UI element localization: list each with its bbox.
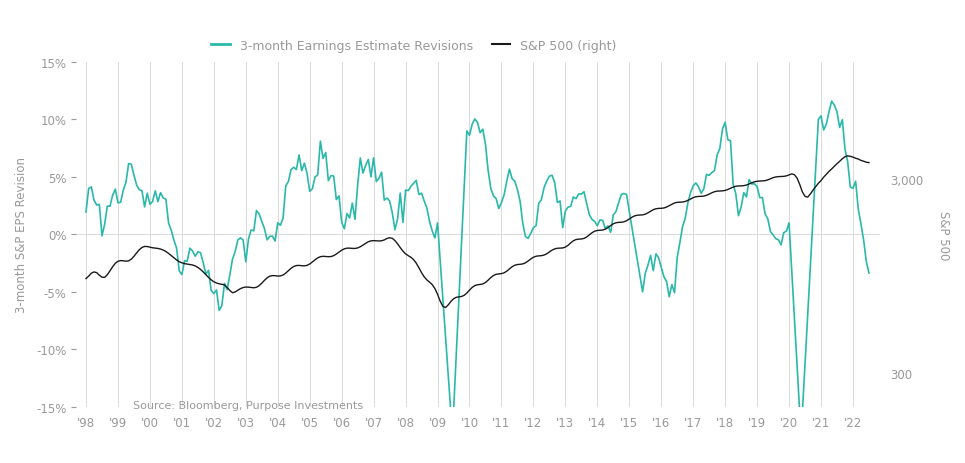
Y-axis label: 3-month S&P EPS Revision: 3-month S&P EPS Revision xyxy=(15,157,28,313)
Text: Source: Bloomberg, Purpose Investments: Source: Bloomberg, Purpose Investments xyxy=(133,400,363,410)
Y-axis label: S&P 500: S&P 500 xyxy=(937,210,950,259)
Legend: 3-month Earnings Estimate Revisions, S&P 500 (right): 3-month Earnings Estimate Revisions, S&P… xyxy=(207,35,621,58)
